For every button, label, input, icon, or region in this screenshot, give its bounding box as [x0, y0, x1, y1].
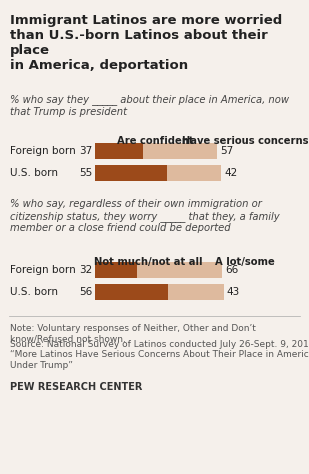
Text: 37: 37	[79, 146, 92, 156]
Bar	[95, 284, 168, 300]
Text: Are confident: Are confident	[117, 136, 193, 146]
Text: 55: 55	[79, 168, 92, 178]
Text: 56: 56	[79, 287, 92, 297]
Text: 43: 43	[227, 287, 240, 297]
Text: U.S. born: U.S. born	[10, 168, 58, 178]
Text: Have serious concerns: Have serious concerns	[182, 136, 308, 146]
Text: Note: Voluntary responses of Neither, Other and Don’t
know/Refused not shown.: Note: Voluntary responses of Neither, Ot…	[10, 324, 256, 343]
Text: % who say, regardless of their own immigration or
citizenship status, they worry: % who say, regardless of their own immig…	[10, 199, 280, 233]
Text: 32: 32	[79, 265, 92, 275]
Text: A lot/some: A lot/some	[215, 257, 275, 267]
Bar	[167, 165, 221, 181]
Text: Source: National Survey of Latinos conducted July 26-Sept. 9, 2018.
“More Latino: Source: National Survey of Latinos condu…	[10, 340, 309, 370]
Text: % who say they _____ about their place in America, now
that Trump is president: % who say they _____ about their place i…	[10, 94, 289, 117]
Text: U.S. born: U.S. born	[10, 287, 58, 297]
Bar	[95, 262, 137, 278]
Bar	[143, 143, 217, 159]
Text: Foreign born: Foreign born	[10, 146, 76, 156]
Text: 66: 66	[225, 265, 239, 275]
Bar	[168, 284, 224, 300]
Bar	[95, 165, 167, 181]
Bar	[95, 143, 143, 159]
Text: Not much/not at all: Not much/not at all	[94, 257, 202, 267]
Text: Immigrant Latinos are more worried
than U.S.-born Latinos about their place
in A: Immigrant Latinos are more worried than …	[10, 14, 282, 72]
Text: Foreign born: Foreign born	[10, 265, 76, 275]
Bar	[137, 262, 222, 278]
Text: PEW RESEARCH CENTER: PEW RESEARCH CENTER	[10, 382, 142, 392]
Text: 42: 42	[224, 168, 237, 178]
Text: 57: 57	[220, 146, 234, 156]
